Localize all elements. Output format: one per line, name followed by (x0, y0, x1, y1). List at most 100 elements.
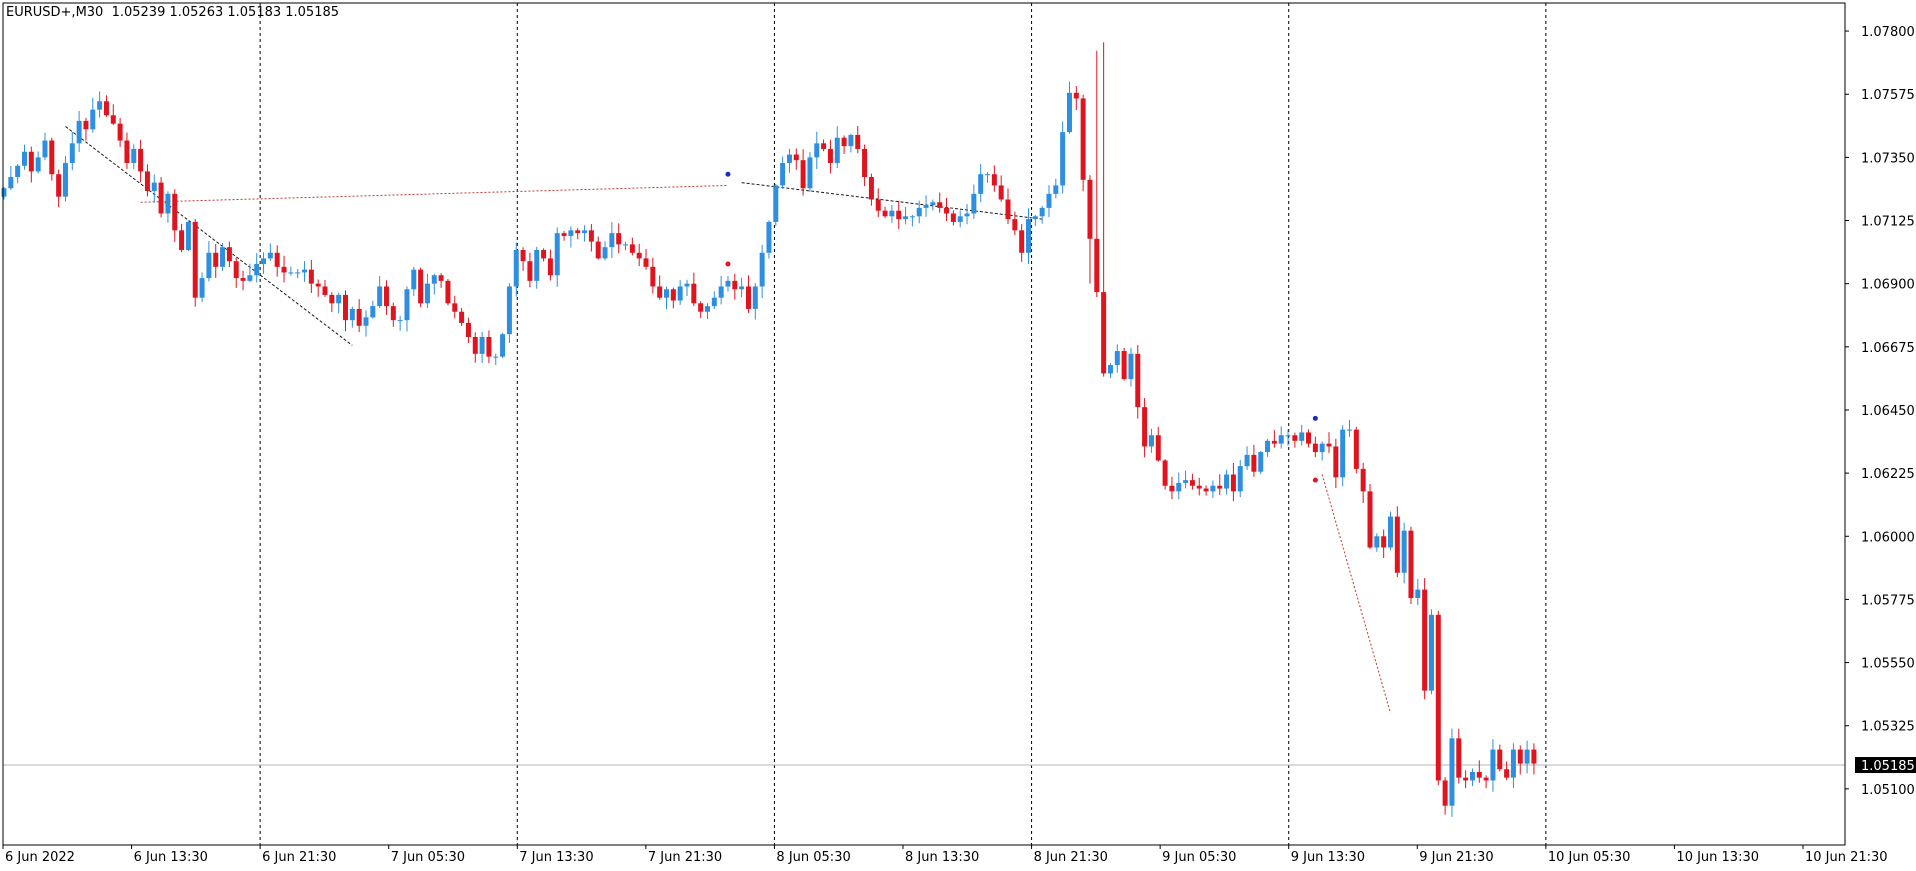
candle-body (711, 297, 717, 307)
candle-body (1183, 480, 1189, 483)
candle-body (1510, 749, 1516, 778)
candle (534, 246, 540, 289)
candle-body (322, 286, 328, 295)
candle-body (1114, 351, 1120, 366)
candle-body (807, 157, 813, 189)
buy-signal-marker (725, 171, 731, 177)
y-tick-label: 1.05775 (1861, 593, 1915, 608)
price-axis[interactable]: 1.07800 1.07575 1.07350 1.07125 1.06900 1.066… (1844, 3, 1916, 845)
candle-body (424, 283, 430, 304)
grid-lines (259, 3, 1547, 845)
candle (527, 252, 533, 288)
candle-body (786, 154, 792, 163)
candle-body (8, 177, 14, 189)
candle-body (103, 101, 109, 116)
candle (1353, 426, 1359, 474)
candle-body (1333, 446, 1339, 478)
candle (684, 279, 690, 297)
candle-body (1251, 454, 1257, 472)
candle-body (868, 177, 874, 200)
candle (629, 237, 635, 256)
candle-body (1347, 429, 1353, 431)
candle-body (226, 247, 232, 262)
candle (103, 95, 109, 117)
candle (1367, 484, 1373, 549)
candle (90, 97, 96, 133)
y-tick-label: 1.05100 (1861, 783, 1915, 798)
candle-body (821, 143, 827, 149)
candle-body (83, 120, 89, 130)
plot-border (2, 2, 1846, 846)
candle-body (1142, 407, 1148, 447)
candle (404, 286, 410, 332)
x-tick-label: 7 Jun 05:30 (391, 850, 465, 865)
candle (261, 252, 267, 274)
candle (83, 117, 89, 141)
candle (1128, 347, 1134, 387)
candle (513, 242, 519, 297)
candle (62, 156, 68, 202)
candle (213, 243, 219, 278)
candle (657, 275, 663, 300)
candle (1394, 506, 1400, 578)
candle (110, 104, 116, 126)
candle-body (411, 269, 417, 290)
candle-body (561, 233, 567, 236)
candle (343, 290, 348, 332)
candle-body (1408, 530, 1414, 599)
candle (1176, 472, 1182, 500)
candle-body (978, 174, 984, 194)
candle (21, 144, 27, 170)
current-price-label: 1.05185 (1861, 759, 1915, 774)
y-tick-label: 1.07125 (1861, 215, 1915, 230)
candle (199, 272, 205, 303)
candle (1210, 480, 1216, 498)
candle-body (1066, 92, 1072, 133)
candle-body (28, 151, 34, 172)
candle (1196, 477, 1202, 496)
candle (151, 174, 157, 203)
candle (1080, 94, 1086, 192)
candle-body (165, 193, 171, 214)
candle (862, 144, 868, 187)
candle-body (1053, 185, 1059, 194)
candle (472, 332, 478, 363)
candle-body (568, 230, 574, 236)
candle (800, 149, 806, 196)
candle-body (138, 148, 144, 172)
candle-body (1162, 460, 1168, 486)
candle-body (452, 303, 458, 312)
candle (49, 137, 55, 181)
candle-body (1060, 132, 1066, 186)
candle (1026, 208, 1031, 264)
candle (8, 166, 14, 190)
time-axis[interactable]: 6 Jun 2022 6 Jun 13:30 6 Jun 21:30 7 Jun 05… (2, 845, 1888, 865)
candle-body (1463, 777, 1469, 781)
candle-body (841, 137, 847, 147)
candle-body (158, 182, 164, 214)
candle (97, 91, 103, 118)
candle-body (21, 151, 27, 166)
y-tick-label: 1.07800 (1861, 25, 1915, 40)
candle-body (377, 286, 383, 307)
zigzag-segment (741, 182, 1043, 220)
candle (288, 266, 294, 276)
candle (875, 188, 881, 218)
candle-body (383, 286, 389, 307)
candle-body (349, 308, 355, 321)
candle-body (909, 216, 915, 218)
candle-body (240, 278, 246, 281)
candle (957, 210, 963, 228)
candle (937, 192, 943, 213)
candle-body (834, 137, 840, 163)
candle (1230, 463, 1236, 502)
candle-body (343, 294, 348, 321)
candle-body (1080, 98, 1086, 180)
candle (827, 139, 833, 174)
candle-body (199, 278, 205, 298)
candle (56, 169, 62, 208)
y-tick-label: 1.06900 (1861, 278, 1915, 293)
candle-body (1094, 238, 1100, 293)
